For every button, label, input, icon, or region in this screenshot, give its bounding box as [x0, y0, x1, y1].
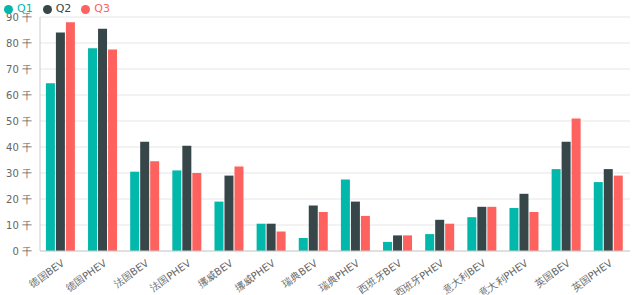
svg-text:10 千: 10 千 [8, 220, 32, 231]
svg-text:70 千: 70 千 [8, 64, 32, 75]
svg-text:80 千: 80 千 [8, 38, 32, 49]
svg-text:法国PHEV: 法国PHEV [148, 257, 193, 293]
svg-text:瑞典PHEV: 瑞典PHEV [317, 257, 362, 293]
html-text:Q2: Q2 [55, 2, 72, 15]
svg-text:20 千: 20 千 [8, 194, 32, 205]
svg-text:法国BEV: 法国BEV [111, 257, 150, 289]
svg-text:50 千: 50 千 [8, 116, 32, 127]
html-text:Q3: Q3 [94, 2, 110, 15]
svg-text:30 千: 30 千 [8, 168, 32, 179]
svg-text:德国PHEV: 德国PHEV [64, 257, 109, 293]
svg-text:西班牙PHEV: 西班牙PHEV [393, 257, 446, 295]
svg-text:90 千: 90 千 [8, 12, 32, 23]
svg-text:0 千: 0 千 [12, 246, 32, 257]
svg-text:英国PHEV: 英国PHEV [570, 257, 615, 293]
svg-text:德国BEV: 德国BEV [27, 257, 66, 289]
svg-text:60 千: 60 千 [8, 90, 32, 101]
svg-text:挪威PHEV: 挪威PHEV [232, 257, 277, 293]
svg-text:40 千: 40 千 [8, 142, 32, 153]
svg-text:英国BEV: 英国BEV [533, 257, 572, 289]
html-text:Q1: Q1 [17, 2, 33, 15]
svg-text:瑞典BEV: 瑞典BEV [280, 257, 319, 289]
svg-text:挪威BEV: 挪威BEV [196, 257, 235, 289]
svg-text:意大利PHEV: 意大利PHEV [476, 257, 530, 295]
